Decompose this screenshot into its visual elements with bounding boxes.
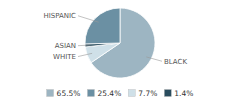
legend-swatch <box>87 90 94 97</box>
legend-swatch <box>128 90 135 97</box>
legend-label: 1.4% <box>174 89 193 98</box>
legend-label: 65.5% <box>57 89 81 98</box>
legend: 65.5% 25.4% 7.7% 1.4% <box>47 89 194 98</box>
legend-swatch <box>47 90 54 97</box>
chart: BLACK WHITE ASIAN HISPANIC 65.5% 25.4% 7.7% 1.4… <box>0 0 240 100</box>
legend-item: 7.7% <box>128 89 157 98</box>
slice-label: HISPANIC <box>43 12 76 20</box>
slice-label: BLACK <box>164 58 187 66</box>
leader-line <box>78 45 90 47</box>
legend-label: 25.4% <box>97 89 121 98</box>
legend-label: 7.7% <box>138 89 157 98</box>
legend-swatch <box>164 90 171 97</box>
annotations: BLACK WHITE ASIAN HISPANIC <box>43 12 187 65</box>
leader-line <box>78 16 99 22</box>
legend-item: 1.4% <box>164 89 193 98</box>
legend-item: 25.4% <box>87 89 121 98</box>
leader-line <box>146 57 162 61</box>
pie: BLACK WHITE ASIAN HISPANIC <box>43 8 187 78</box>
pie-slice <box>85 8 120 44</box>
pie-slice <box>85 43 120 63</box>
slice-label: WHITE <box>53 53 76 61</box>
leader-line <box>78 53 92 56</box>
slice-label: ASIAN <box>55 42 76 50</box>
legend-item: 65.5% <box>47 89 81 98</box>
